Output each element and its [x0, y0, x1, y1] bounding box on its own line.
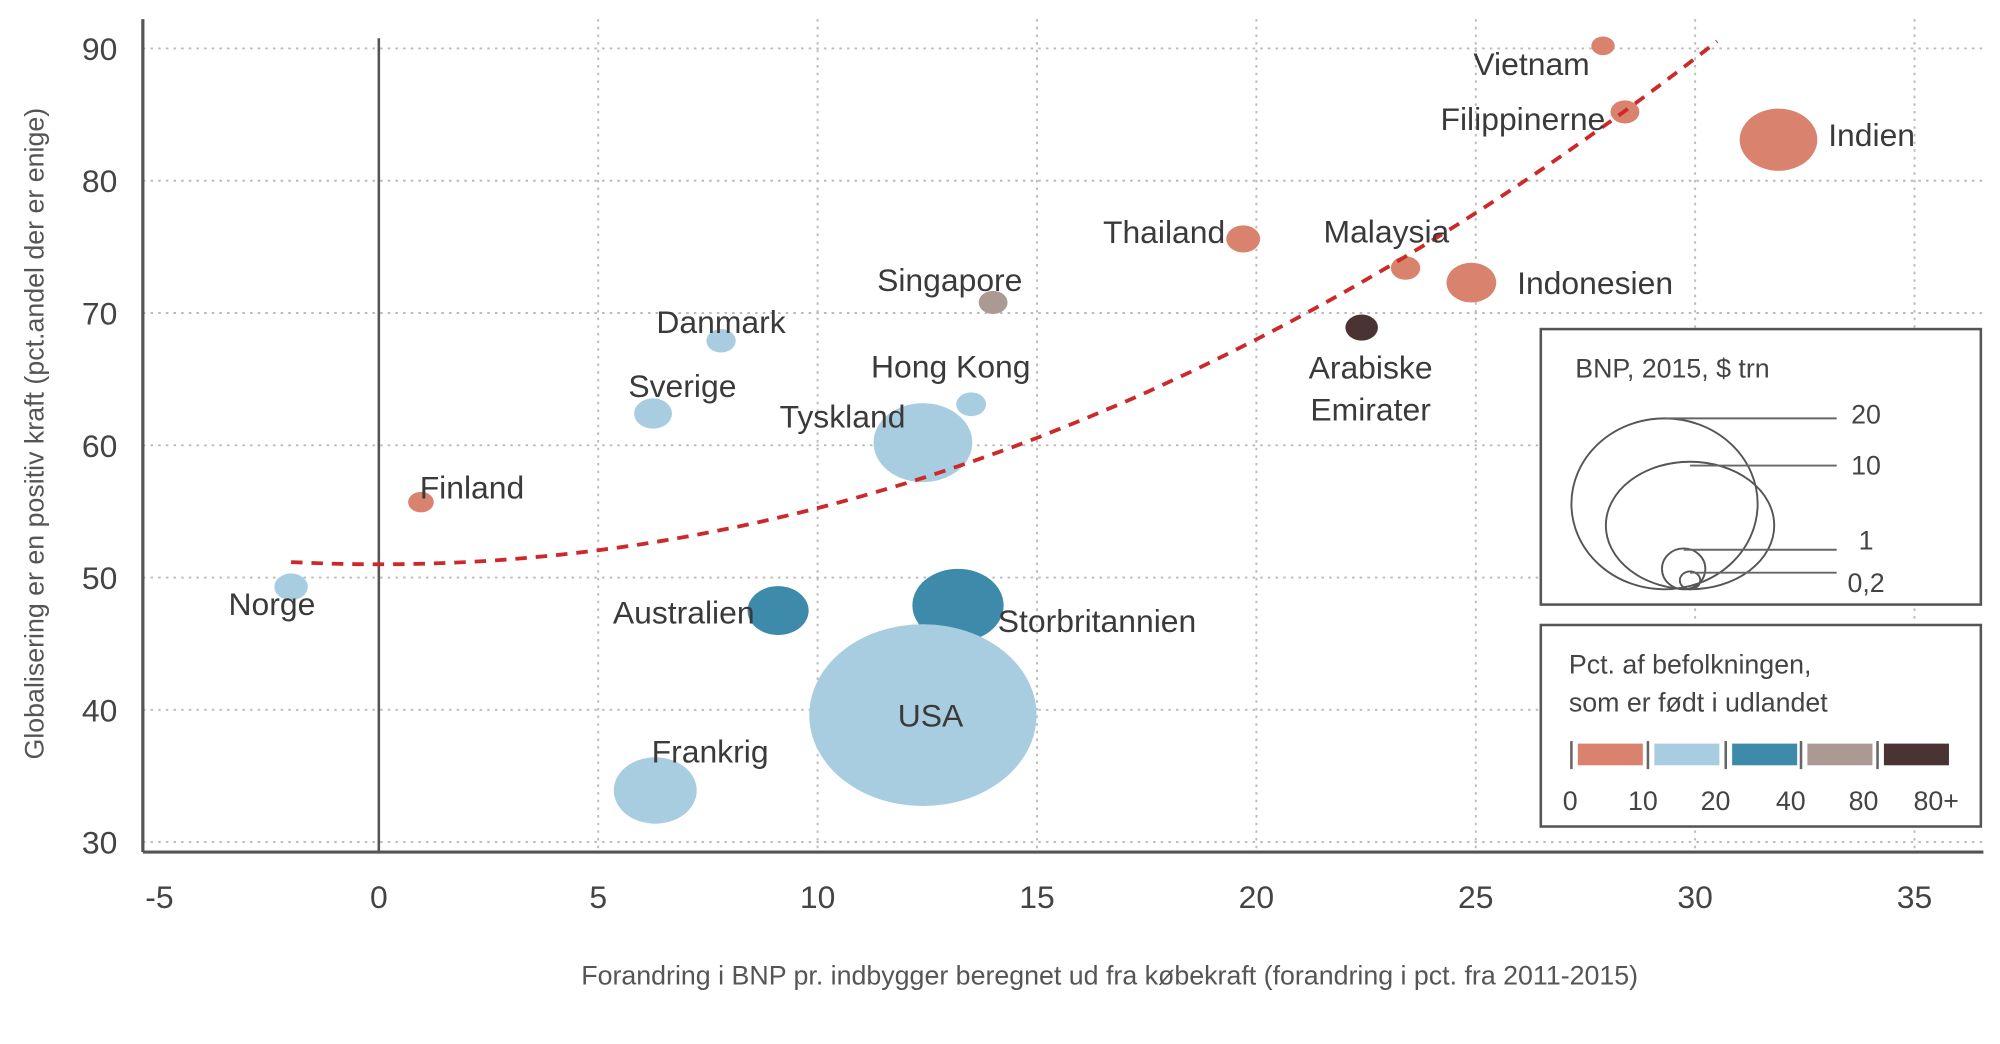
- color-legend-label: 80+: [1914, 786, 1959, 816]
- color-legend-swatch: [1577, 743, 1643, 766]
- y-axis-title: Globalisering er en positiv kraft (pct.a…: [19, 108, 49, 760]
- point-labels: Vietnam Filippinerne Indien Thailand Malaysi…: [229, 46, 1916, 769]
- x-tick-label: 15: [1019, 879, 1054, 915]
- color-legend-label: 40: [1776, 786, 1806, 816]
- y-tick-label: 50: [82, 560, 117, 596]
- bubble-indonesien: [1446, 262, 1497, 303]
- color-legend-label: 80: [1849, 786, 1879, 816]
- size-legend-value: 1: [1859, 526, 1874, 556]
- color-legend-swatch: [1732, 743, 1798, 766]
- point-label: Filippinerne: [1441, 101, 1606, 137]
- size-legend-value: 10: [1851, 450, 1881, 480]
- size-legend: BNP, 2015, $ trn 20 10 1 0,2: [1539, 327, 1983, 606]
- y-tick-label: 80: [82, 163, 117, 199]
- x-axis-title: Forandring i BNP pr. indbygger beregnet …: [581, 961, 1638, 991]
- color-legend-swatch: [1654, 743, 1720, 766]
- color-legend-swatch: [1883, 743, 1949, 766]
- bubble-danmark: [706, 329, 736, 353]
- size-legend-circle: [1678, 570, 1702, 591]
- point-label: Frankrig: [652, 733, 769, 769]
- bubble-thailand: [1226, 225, 1261, 253]
- point-label: Finland: [420, 469, 525, 505]
- size-legend-title: BNP, 2015, $ trn: [1575, 354, 1769, 384]
- grid: [142, 19, 1984, 853]
- bubble-singapore: [978, 290, 1008, 314]
- point-label: Vietnam: [1473, 46, 1589, 82]
- y-tick-label: 30: [82, 825, 117, 861]
- bubble-vietnam: [1591, 36, 1615, 56]
- bubble-arabiske-emirater: [1345, 314, 1378, 341]
- point-label: Indien: [1828, 117, 1915, 153]
- bubble-sverige: [634, 398, 672, 429]
- point-label: Hong Kong: [871, 348, 1030, 384]
- y-tick-label: 40: [82, 692, 117, 728]
- x-tick-label: 20: [1239, 879, 1274, 915]
- bubble-storbritannien: [912, 568, 1004, 642]
- bubble-australien: [747, 586, 809, 636]
- size-legend-value: 20: [1851, 399, 1881, 429]
- point-label: Indonesien: [1517, 265, 1673, 301]
- bubble-tyskland: [873, 403, 973, 483]
- bubble-hong-kong: [956, 392, 987, 417]
- size-legend-circle: [1661, 547, 1707, 591]
- point-label: Singapore: [877, 262, 1022, 298]
- x-tick-label: 0: [370, 879, 388, 915]
- size-legend-value: 0,2: [1847, 568, 1884, 598]
- bubble-finland: [408, 491, 434, 513]
- bubble-norge: [274, 573, 308, 601]
- point-label: Danmark: [656, 304, 785, 340]
- y-tick-label: 60: [82, 428, 117, 464]
- bubble-indien: [1739, 108, 1818, 171]
- color-legend-label: 0: [1563, 786, 1578, 816]
- bubbles: [274, 36, 1818, 824]
- color-legend-title-2: som er født i udlandet: [1569, 688, 1828, 718]
- point-label: Storbritannien: [998, 603, 1196, 639]
- color-legend-swatch: [1807, 743, 1873, 766]
- x-tick-label: 25: [1458, 879, 1493, 915]
- color-legend-label: 10: [1628, 786, 1658, 816]
- point-label: Australien: [613, 594, 755, 630]
- point-label: Thailand: [1103, 214, 1225, 250]
- x-tick-label: 35: [1897, 879, 1932, 915]
- color-legend: Pct. af befolkningen, som er født i udla…: [1539, 623, 1983, 828]
- bubble-frankrig: [613, 757, 697, 824]
- point-label: Arabiske: [1309, 350, 1433, 386]
- bubble-usa: [809, 624, 1037, 807]
- color-legend-title-1: Pct. af befolkningen,: [1569, 649, 1812, 679]
- x-tick-label: -5: [145, 879, 173, 915]
- y-tick-label: 70: [82, 295, 117, 331]
- x-tick-label: 5: [589, 879, 607, 915]
- point-label: Tyskland: [780, 398, 906, 434]
- point-label: Norge: [229, 586, 316, 622]
- color-legend-label: 20: [1701, 786, 1731, 816]
- point-label: USA: [898, 698, 964, 734]
- x-tick-label: 10: [800, 879, 835, 915]
- point-label: Sverige: [628, 368, 736, 404]
- point-label: Malaysia: [1324, 214, 1450, 250]
- bubble-malaysia: [1390, 256, 1421, 280]
- point-label: Emirater: [1310, 392, 1431, 428]
- x-tick-label: 30: [1677, 879, 1712, 915]
- y-tick-label: 90: [82, 31, 117, 67]
